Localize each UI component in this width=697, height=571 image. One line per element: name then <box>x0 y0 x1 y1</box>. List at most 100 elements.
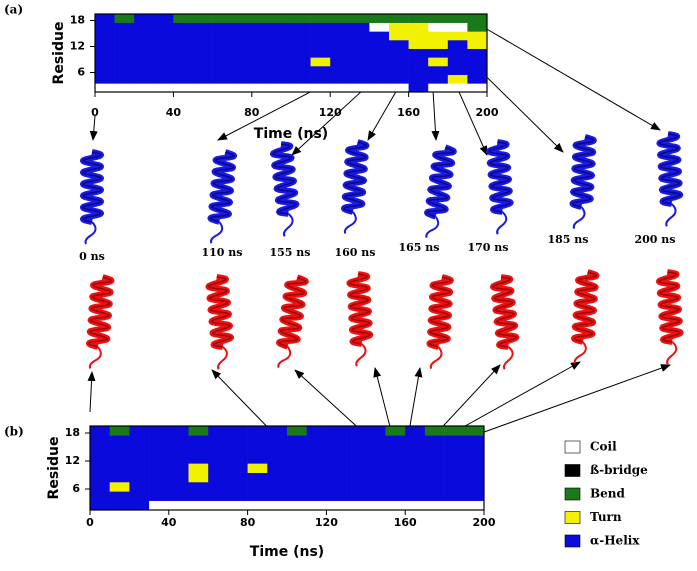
cell <box>424 435 445 445</box>
cell <box>349 74 370 84</box>
x-tick-label: 80 <box>240 516 256 529</box>
cell <box>153 57 174 67</box>
cell <box>149 500 170 511</box>
cell <box>346 463 367 473</box>
cell <box>109 491 130 501</box>
cell <box>134 14 155 23</box>
legend-swatch <box>564 511 581 524</box>
cell <box>251 40 272 49</box>
helix-shade <box>658 133 682 205</box>
cell <box>306 454 327 464</box>
cell <box>428 40 449 49</box>
cell <box>267 444 288 455</box>
cell <box>444 482 465 492</box>
cell <box>405 444 426 455</box>
cell <box>405 463 426 473</box>
cell <box>464 444 485 455</box>
cell <box>310 14 331 23</box>
coil <box>282 213 294 237</box>
cell <box>232 74 253 84</box>
cell <box>173 31 194 41</box>
cell <box>232 83 253 93</box>
cell <box>464 500 485 511</box>
coil <box>666 341 678 365</box>
cell <box>90 444 110 455</box>
cell <box>369 74 390 84</box>
cell <box>232 40 253 49</box>
cell <box>134 40 155 49</box>
cell <box>153 31 174 41</box>
cell <box>271 74 292 84</box>
y-axis-label: Residue <box>46 437 62 500</box>
cell <box>188 444 209 455</box>
cell <box>385 426 406 436</box>
legend-swatch <box>564 440 581 454</box>
cell <box>247 482 268 492</box>
cell <box>212 74 233 84</box>
cell <box>330 66 351 75</box>
cell <box>134 66 155 75</box>
cell <box>267 500 288 511</box>
cell <box>168 426 189 436</box>
cell <box>369 40 390 49</box>
cell <box>467 57 488 67</box>
cell <box>173 74 194 84</box>
cell <box>247 463 268 473</box>
cell <box>168 454 189 464</box>
cell <box>134 74 155 84</box>
cell <box>428 66 449 75</box>
cell <box>95 40 115 49</box>
cell <box>326 444 347 455</box>
cell <box>251 14 272 23</box>
cell <box>247 454 268 464</box>
cell <box>208 500 229 511</box>
cell <box>109 426 130 436</box>
cell <box>227 426 248 436</box>
helix-cartoon <box>346 271 374 367</box>
cell <box>385 435 406 445</box>
cell <box>267 454 288 464</box>
cell <box>287 500 307 511</box>
cell <box>188 426 209 436</box>
cell <box>349 57 370 67</box>
x-tick-label: 160 <box>397 106 420 119</box>
cell <box>330 22 351 32</box>
cell <box>369 14 390 23</box>
helix-cartoon <box>656 131 684 227</box>
heatmap-panel: 0 40 80 120 160 200 6 12 18 Time (ns) Residue (b) <box>4 425 496 561</box>
cell <box>326 482 347 492</box>
cell <box>251 74 272 84</box>
cell <box>306 472 327 483</box>
cell <box>114 14 135 23</box>
cell <box>447 14 468 23</box>
cell <box>173 66 194 75</box>
cell <box>212 66 233 75</box>
legend-label: Coil <box>590 440 617 454</box>
cell <box>188 491 209 501</box>
cell <box>346 472 367 483</box>
snapshot-time: 110 ns <box>202 246 243 259</box>
cell <box>227 500 248 511</box>
cell <box>251 48 272 58</box>
coil <box>502 346 514 370</box>
x-axis-label: Time (ns) <box>250 544 324 560</box>
cell <box>464 472 485 483</box>
cell <box>405 491 426 501</box>
cell <box>114 83 135 93</box>
cell <box>267 491 288 501</box>
y-tick-label: 12 <box>65 454 80 467</box>
cell <box>208 463 229 473</box>
cell <box>405 500 426 511</box>
cell <box>287 454 307 464</box>
cell <box>310 83 331 93</box>
cell <box>349 31 370 41</box>
cell <box>444 500 465 511</box>
cell <box>114 74 135 84</box>
cell <box>330 48 351 58</box>
x-tick-label: 200 <box>476 106 499 119</box>
coil <box>277 346 292 368</box>
cell <box>129 444 150 455</box>
coil <box>355 343 367 367</box>
cell <box>408 57 429 67</box>
x-tick-label: 80 <box>244 106 260 119</box>
